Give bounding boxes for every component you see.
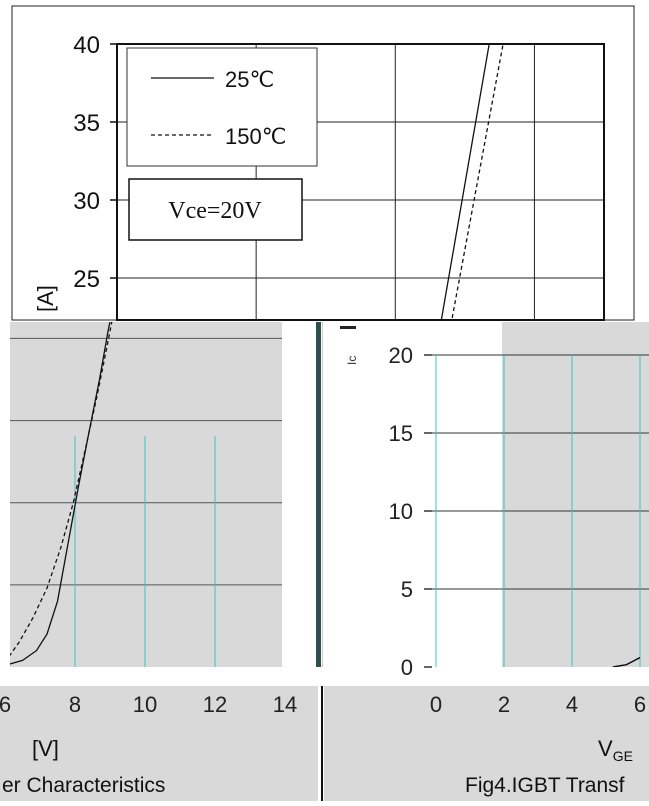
lower-left-x-tick-label: 12 — [203, 692, 227, 717]
lower-right-chart: 0 5 10 15 20 0 2 4 6 VGE Fig4.IGBT Transf Ic — [318, 322, 649, 801]
lower-right-x-tick-label: 6 — [634, 692, 646, 717]
series-line-150c-top — [451, 44, 504, 320]
lower-right-y-tick-label: 15 — [389, 421, 413, 446]
lower-right-grid — [432, 354, 649, 667]
lower-right-x-tick-label: 0 — [430, 692, 442, 717]
lower-right-x-tick-label: 2 — [498, 692, 510, 717]
vce-annotation-label: Vce=20V — [168, 198, 262, 224]
legend-entry-25c: 25℃ — [225, 67, 274, 92]
lower-left-x-label: [V] — [32, 736, 59, 761]
vce-annotation: Vce=20V — [128, 178, 303, 241]
top-chart-frame — [11, 5, 635, 321]
legend-box — [126, 47, 318, 167]
lower-right-caption: Fig4.IGBT Transf — [465, 774, 625, 797]
series-line-25c-top — [440, 44, 490, 320]
top-y-tick-label: 30 — [73, 188, 100, 215]
lower-left-series — [10, 322, 113, 665]
top-chart: 40 35 30 25 25℃ 150℃ Vce=20V [A] — [11, 5, 635, 321]
lower-left-x-tick-label: 6 — [0, 692, 11, 717]
lower-left-grid — [10, 337, 282, 667]
panel-divider-bar — [316, 322, 321, 667]
lower-right-x-ticks: 0 2 4 6 — [430, 692, 646, 717]
lower-right-series-line — [612, 656, 641, 667]
series-line-25c — [10, 322, 111, 665]
lower-left-x-ticks: 6 8 10 12 14 — [0, 692, 297, 717]
lower-right-plot-area — [502, 322, 649, 667]
top-plot-area — [116, 43, 605, 321]
lower-right-y-tick-label: 5 — [401, 577, 413, 602]
lower-left-x-tick-label: 10 — [133, 692, 157, 717]
vce-annotation-box — [128, 178, 303, 241]
lower-right-y-tick-label: 0 — [401, 655, 413, 680]
lower-left-x-tick-label: 8 — [69, 692, 81, 717]
lower-left-plot-area — [10, 322, 282, 667]
lower-right-y-label: Ic — [345, 356, 359, 365]
lower-right-y-tick-label: 10 — [389, 499, 413, 524]
panel-divider-edge — [322, 322, 323, 667]
lower-left-x-tick-label: 14 — [273, 692, 297, 717]
lower-right-x-tick-label: 4 — [566, 692, 578, 717]
lower-left-caption: er Characteristics — [2, 774, 165, 797]
series-line-150c — [10, 322, 113, 657]
lower-left-caption-band — [0, 686, 321, 801]
top-y-tick-label: 35 — [73, 110, 100, 137]
lower-right-y-tick-label: 20 — [389, 343, 413, 368]
legend-entry-150c: 150℃ — [225, 124, 286, 149]
lower-right-y-ticks: 0 5 10 15 20 — [389, 343, 432, 680]
lower-left-chart: 6 8 10 12 14 [V] er Characteristics — [0, 322, 321, 801]
top-chart-series — [440, 44, 504, 320]
legend: 25℃ 150℃ — [126, 47, 318, 167]
lower-right-series — [612, 656, 641, 667]
lower-right-caption-band — [324, 686, 649, 801]
lower-right-x-label: VGE — [598, 736, 633, 764]
ic-label-mark — [340, 326, 356, 329]
top-chart-y-ticks: 40 35 30 25 — [73, 32, 117, 293]
top-y-tick-label: 25 — [73, 266, 100, 293]
top-y-tick-label: 40 — [73, 32, 100, 59]
top-chart-y-label: [A] — [33, 285, 58, 312]
